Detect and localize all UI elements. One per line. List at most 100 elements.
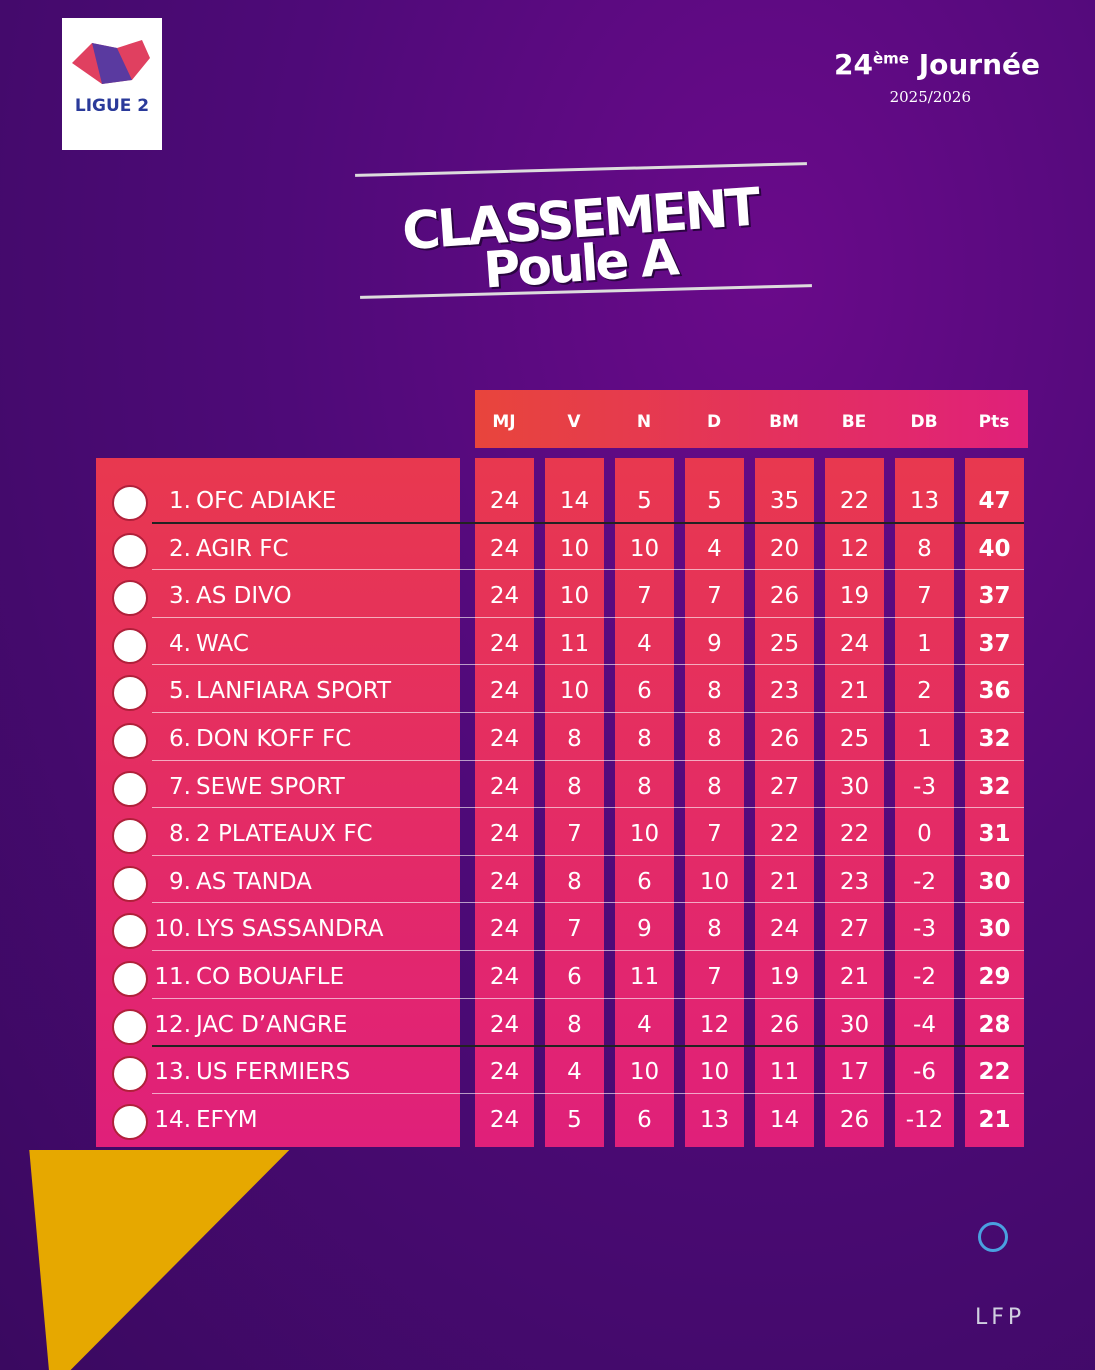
stat-cell: 4 bbox=[567, 1059, 582, 1086]
round-number: 24 bbox=[833, 48, 873, 81]
stat-cell: 20 bbox=[769, 535, 800, 562]
row-separator bbox=[152, 950, 1024, 951]
stat-cell: 6 bbox=[637, 678, 652, 705]
stat-cell: 26 bbox=[769, 583, 800, 610]
team-badge bbox=[112, 485, 148, 521]
stat-cell: 1 bbox=[917, 726, 932, 752]
stat-cell: 13 bbox=[699, 1106, 730, 1133]
stat-cell: 24 bbox=[489, 583, 520, 610]
stat-cell: 31 bbox=[978, 821, 1011, 848]
stat-cell: 36 bbox=[978, 678, 1011, 705]
team-badge bbox=[112, 818, 148, 855]
stat-cell: 0 bbox=[917, 821, 932, 848]
decor-beam bbox=[0, 1150, 290, 1370]
stat-cell: 7 bbox=[567, 916, 582, 943]
round-label: Journée bbox=[918, 48, 1040, 81]
column-header: N bbox=[636, 412, 652, 432]
column-header: MJ bbox=[492, 412, 516, 432]
stat-cell: 21 bbox=[978, 1106, 1011, 1133]
stat-cell: 6 bbox=[637, 868, 652, 895]
column-bg bbox=[545, 458, 604, 1147]
stat-cell: -4 bbox=[913, 1011, 936, 1038]
team-badge bbox=[112, 913, 148, 950]
stat-cell: 24 bbox=[489, 1011, 520, 1038]
stat-cell: -2 bbox=[913, 868, 936, 895]
stat-cell: 22 bbox=[769, 821, 800, 848]
team-name: AS TANDA bbox=[196, 868, 312, 895]
stat-cell: 24 bbox=[489, 821, 520, 848]
stat-cell: 8 bbox=[637, 726, 652, 752]
stat-cell: 8 bbox=[637, 773, 652, 800]
stat-cell: 22 bbox=[978, 1059, 1011, 1086]
stat-cell: 22 bbox=[839, 488, 870, 514]
column-header: V bbox=[567, 412, 581, 432]
stat-cell: 4 bbox=[637, 1011, 652, 1038]
row-separator bbox=[152, 1045, 1024, 1048]
title-line bbox=[355, 162, 807, 177]
column-bg bbox=[965, 458, 1024, 1147]
stat-cell: 21 bbox=[839, 964, 870, 990]
stat-cell: 7 bbox=[567, 821, 582, 848]
stat-cell: 30 bbox=[978, 916, 1011, 943]
stat-cell: 26 bbox=[839, 1106, 870, 1133]
stat-cell: 10 bbox=[629, 1059, 660, 1086]
logo-shape bbox=[72, 40, 150, 84]
season: 2025/2026 bbox=[889, 88, 971, 106]
team-name: LYS SASSANDRA bbox=[196, 916, 384, 943]
stat-cell: 2 bbox=[917, 678, 932, 705]
stat-cell: 8 bbox=[567, 726, 582, 752]
row-separator bbox=[152, 664, 1024, 666]
stat-cell: 8 bbox=[707, 678, 722, 705]
stat-cell: 6 bbox=[567, 964, 582, 990]
stat-cell: 5 bbox=[707, 488, 722, 514]
rank: 6. bbox=[169, 726, 191, 752]
stat-cell: 7 bbox=[637, 583, 652, 610]
stat-cell: 30 bbox=[839, 773, 870, 800]
stat-cell: 24 bbox=[489, 868, 520, 895]
stat-cell: 21 bbox=[769, 868, 800, 895]
team-name: EFYM bbox=[196, 1106, 258, 1133]
stat-cell: 24 bbox=[489, 1106, 520, 1133]
stat-cell: 26 bbox=[769, 726, 800, 752]
stat-cell: 24 bbox=[489, 726, 520, 752]
stat-cell: 9 bbox=[637, 916, 652, 943]
stat-cell: 10 bbox=[699, 868, 730, 895]
stat-cell: 11 bbox=[559, 630, 590, 657]
team-badge bbox=[112, 580, 148, 617]
stat-cell: 24 bbox=[769, 916, 800, 943]
rank: 11. bbox=[154, 964, 191, 990]
logo-text: LIGUE 2 bbox=[74, 96, 150, 116]
row-separator bbox=[152, 521, 1024, 524]
rank: 10. bbox=[154, 916, 191, 943]
rank: 7. bbox=[169, 773, 191, 800]
stat-cell: 24 bbox=[489, 535, 520, 562]
rank: 4. bbox=[169, 630, 191, 657]
stat-cell: 30 bbox=[978, 868, 1011, 895]
stat-cell: 8 bbox=[567, 1011, 582, 1038]
stat-cell: 8 bbox=[567, 868, 582, 895]
stat-cell: 23 bbox=[839, 868, 870, 895]
column-bg bbox=[755, 458, 814, 1147]
column-header: BM bbox=[769, 412, 799, 432]
stat-cell: -12 bbox=[905, 1106, 944, 1133]
stat-cell: 47 bbox=[978, 488, 1011, 514]
rank: 8. bbox=[169, 821, 191, 848]
row-separator bbox=[152, 616, 1024, 618]
team-name: OFC ADIAKE bbox=[196, 488, 337, 514]
team-name: WAC bbox=[196, 630, 249, 657]
stat-cell: 11 bbox=[629, 964, 660, 990]
team-name: JAC D’ANGRE bbox=[196, 1011, 348, 1038]
stat-cell: 32 bbox=[978, 726, 1011, 752]
stat-cell: 17 bbox=[839, 1059, 870, 1086]
column-bg bbox=[895, 458, 954, 1147]
stat-cell: 7 bbox=[707, 583, 722, 610]
stat-cell: 22 bbox=[839, 821, 870, 848]
row-separator bbox=[152, 854, 1024, 856]
stat-cell: 28 bbox=[978, 1011, 1011, 1038]
stat-cell: 24 bbox=[489, 1059, 520, 1086]
team-badge bbox=[112, 865, 148, 902]
stat-cell: 12 bbox=[699, 1011, 730, 1038]
stat-cell: 10 bbox=[629, 535, 660, 562]
stat-cell: 8 bbox=[917, 535, 932, 562]
stat-cell: 24 bbox=[489, 964, 520, 990]
